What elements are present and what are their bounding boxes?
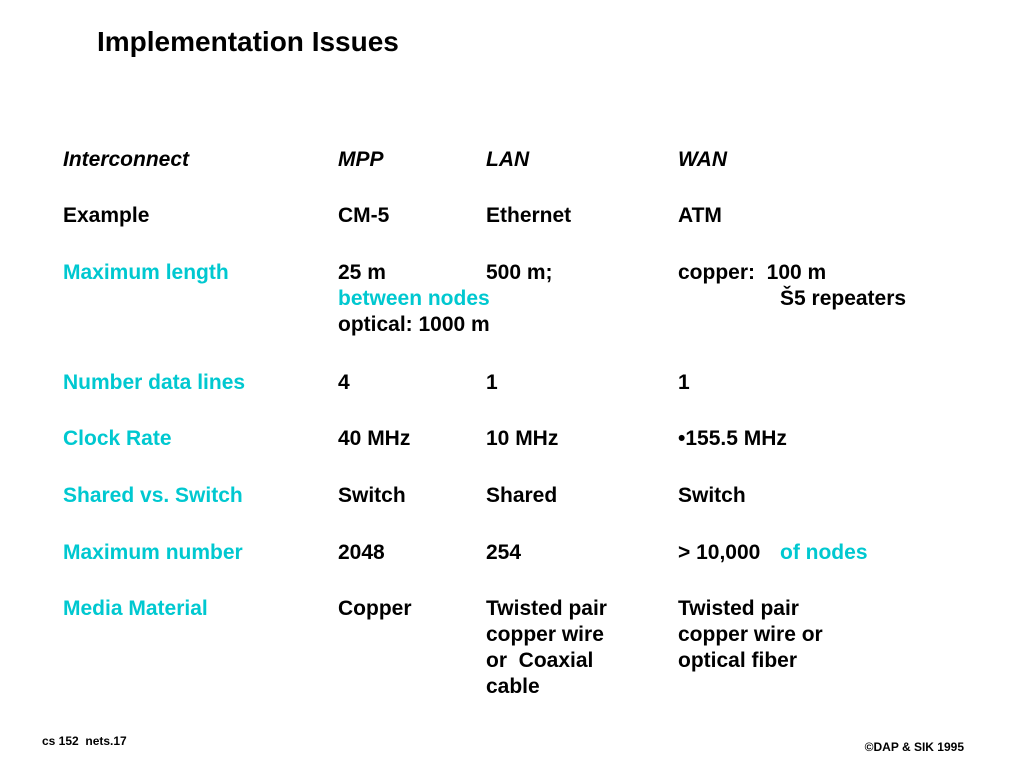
cell-line: Twisted pair <box>678 597 799 620</box>
header-cell: MPP <box>338 148 384 171</box>
cell-line: 10 MHz <box>486 427 559 450</box>
note: optical: 1000 m <box>338 313 490 336</box>
cell-line: copper: 100 m <box>678 261 827 284</box>
cell-line: cable <box>486 675 540 698</box>
cell-line: 40 MHz <box>338 427 411 450</box>
header-cell: Interconnect <box>63 148 190 171</box>
note: Š5 repeaters <box>780 287 907 310</box>
cell-line: 4 <box>338 371 350 394</box>
note: of nodes <box>780 541 868 564</box>
footer-left: cs 152 nets.17 <box>42 734 127 748</box>
cell-line: > 10,000 <box>678 541 761 564</box>
cell-line: •155.5 MHz <box>678 427 787 450</box>
note: between nodes <box>338 287 490 310</box>
row-label: Number data lines <box>63 371 246 394</box>
row-label: Example <box>63 204 150 227</box>
footer-right: ©DAP & SIK 1995 <box>864 740 964 754</box>
row-label: Media Material <box>63 597 208 620</box>
cell-line: or Coaxial <box>486 649 594 672</box>
cell-line: Twisted pair <box>486 597 607 620</box>
header-cell: WAN <box>678 148 727 171</box>
row-label: Shared vs. Switch <box>63 484 243 507</box>
cell-line: Copper <box>338 597 412 620</box>
cell-line: 500 m; <box>486 261 553 284</box>
row-label: Clock Rate <box>63 427 172 450</box>
cell-line: optical fiber <box>678 649 798 672</box>
cell-line: copper wire <box>486 623 604 646</box>
cell-line: 25 m <box>338 261 386 284</box>
row-label: Maximum number <box>63 541 243 564</box>
cell-line: copper wire or <box>678 623 823 646</box>
row-label: Maximum length <box>63 261 229 284</box>
cell-line: Switch <box>338 484 406 507</box>
cell-line: Ethernet <box>486 204 572 227</box>
slide-title: Implementation Issues <box>97 26 399 57</box>
cell-line: 1 <box>678 371 690 394</box>
cell-line: Switch <box>678 484 746 507</box>
cell-line: 254 <box>486 541 522 564</box>
header-cell: LAN <box>486 148 530 171</box>
cell-line: 2048 <box>338 541 385 564</box>
cell-line: ATM <box>678 204 722 227</box>
cell-line: CM-5 <box>338 204 390 227</box>
cell-line: Shared <box>486 484 558 507</box>
cell-line: 1 <box>486 371 498 394</box>
